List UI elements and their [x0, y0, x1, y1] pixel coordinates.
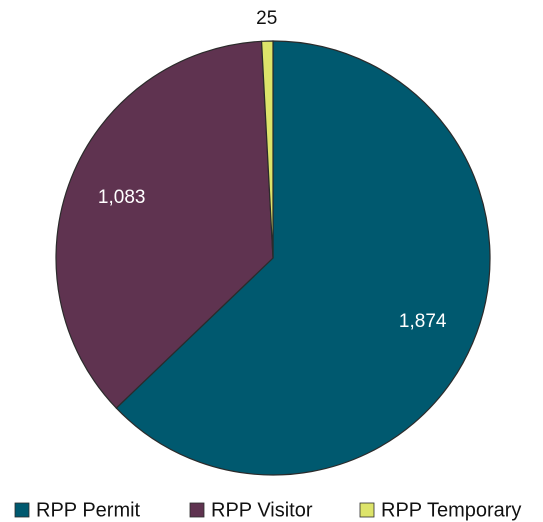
pie-slice: [115, 40, 491, 476]
legend-label: RPP Permit: [36, 499, 141, 521]
pie-slice: [260, 40, 274, 259]
legend-label: RPP Temporary: [381, 499, 521, 521]
legend-swatch: [14, 502, 30, 518]
data-label: 25: [256, 8, 277, 29]
data-label: 1,874: [399, 311, 447, 332]
legend-swatch: [189, 502, 205, 518]
legend-label: RPP Visitor: [211, 499, 313, 521]
pie-slice: [55, 40, 274, 409]
data-label: 1,083: [98, 187, 146, 208]
legend-swatch: [359, 502, 375, 518]
